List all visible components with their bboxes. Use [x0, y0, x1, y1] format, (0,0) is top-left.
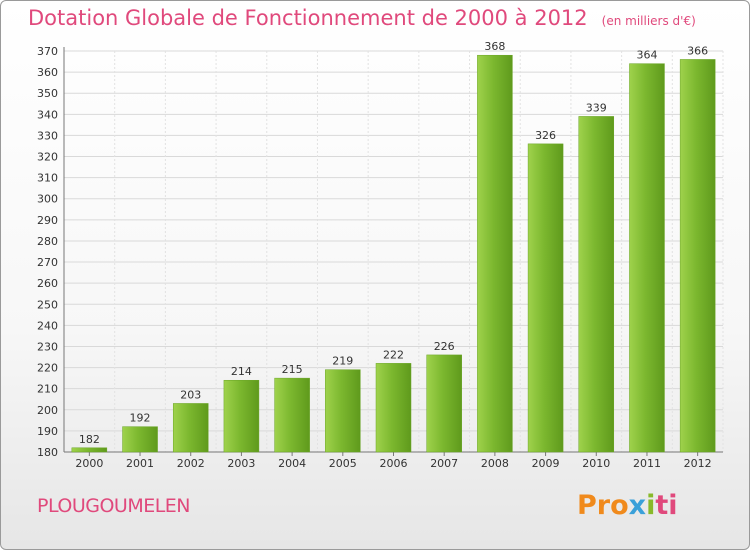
- bar-2009: [527, 143, 564, 453]
- y-tick-label: 260: [37, 277, 58, 290]
- x-tick-label: 2009: [532, 457, 560, 470]
- y-tick-label: 340: [37, 108, 58, 121]
- bar-2005: [325, 369, 361, 453]
- y-tick-label: 300: [37, 193, 58, 206]
- bar-2003: [223, 379, 260, 453]
- data-label: 214: [231, 365, 252, 378]
- data-label: 192: [130, 412, 151, 425]
- bar-2006: [375, 363, 412, 453]
- chart-unit: (en milliers d'€): [601, 14, 696, 28]
- bar-2011: [629, 63, 665, 453]
- bar-2004: [274, 377, 310, 453]
- bar-2010: [578, 116, 615, 453]
- data-label: 222: [383, 348, 404, 361]
- bars: [71, 54, 716, 453]
- data-label: 226: [434, 340, 455, 353]
- commune-name: PLOUGOUMELEN: [37, 495, 191, 517]
- data-label: 326: [535, 129, 556, 142]
- y-tick-label: 190: [37, 425, 58, 438]
- x-tick-label: 2007: [430, 457, 458, 470]
- y-tick-label: 280: [37, 235, 58, 248]
- x-tick-label: 2000: [75, 457, 103, 470]
- y-tick-label: 180: [37, 446, 58, 459]
- y-tick-label: 220: [37, 362, 58, 375]
- data-label: 203: [180, 388, 201, 401]
- x-tick-label: 2012: [684, 457, 712, 470]
- labels: 180 190 200 210 220 230 240 250 260 270 280 290 300 3…: [37, 40, 712, 470]
- bar-2012: [679, 59, 716, 453]
- x-tick-label: 2001: [126, 457, 154, 470]
- y-tick-label: 320: [37, 151, 58, 164]
- y-tick-label: 350: [37, 87, 58, 100]
- data-label: 339: [586, 101, 607, 114]
- logo-part-3: i: [646, 490, 656, 521]
- y-tick-label: 330: [37, 129, 58, 142]
- bar-2002: [172, 403, 209, 453]
- bar-2000: [71, 447, 108, 453]
- data-label: 182: [79, 433, 100, 446]
- y-tick-label: 240: [37, 319, 58, 332]
- proxiti-logo[interactable]: Proxiti: [577, 490, 678, 521]
- chart-title-text: Dotation Globale de Fonctionnement de 20…: [28, 6, 588, 30]
- data-label: 366: [687, 44, 708, 57]
- y-tick-label: 210: [37, 383, 58, 396]
- x-tick-label: 2010: [582, 457, 610, 470]
- x-tick-label: 2008: [481, 457, 509, 470]
- x-tick-label: 2002: [177, 457, 205, 470]
- y-tick-label: 200: [37, 404, 58, 417]
- y-tick-label: 230: [37, 340, 58, 353]
- x-tick-label: 2011: [633, 457, 661, 470]
- x-tick-label: 2005: [329, 457, 357, 470]
- y-tick-label: 370: [37, 45, 58, 58]
- logo-part-1: Pro: [577, 490, 629, 521]
- logo-part-2: x: [628, 490, 647, 521]
- x-tick-label: 2004: [278, 457, 306, 470]
- y-tick-label: 270: [37, 256, 58, 269]
- data-label: 368: [484, 40, 505, 53]
- bar-2007: [426, 354, 462, 453]
- logo-part-4: ti: [655, 490, 678, 521]
- y-tick-label: 310: [37, 172, 58, 185]
- data-label: 219: [332, 355, 353, 368]
- bar-2008: [477, 54, 513, 453]
- y-tick-label: 250: [37, 298, 58, 311]
- x-tick-label: 2006: [380, 457, 408, 470]
- data-label: 364: [636, 49, 657, 62]
- y-tick-label: 290: [37, 214, 58, 227]
- bar-2001: [122, 426, 158, 453]
- chart-title: Dotation Globale de Fonctionnement de 20…: [28, 6, 696, 30]
- y-tick-label: 360: [37, 66, 58, 79]
- x-tick-label: 2003: [227, 457, 255, 470]
- data-label: 215: [282, 363, 303, 376]
